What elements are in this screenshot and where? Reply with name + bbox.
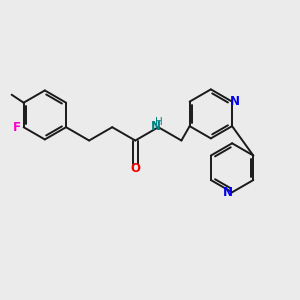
Text: N: N bbox=[151, 120, 161, 133]
Text: N: N bbox=[223, 186, 233, 199]
Text: N: N bbox=[230, 95, 240, 108]
Text: O: O bbox=[130, 162, 140, 175]
Text: H: H bbox=[155, 117, 163, 127]
Text: F: F bbox=[13, 121, 21, 134]
